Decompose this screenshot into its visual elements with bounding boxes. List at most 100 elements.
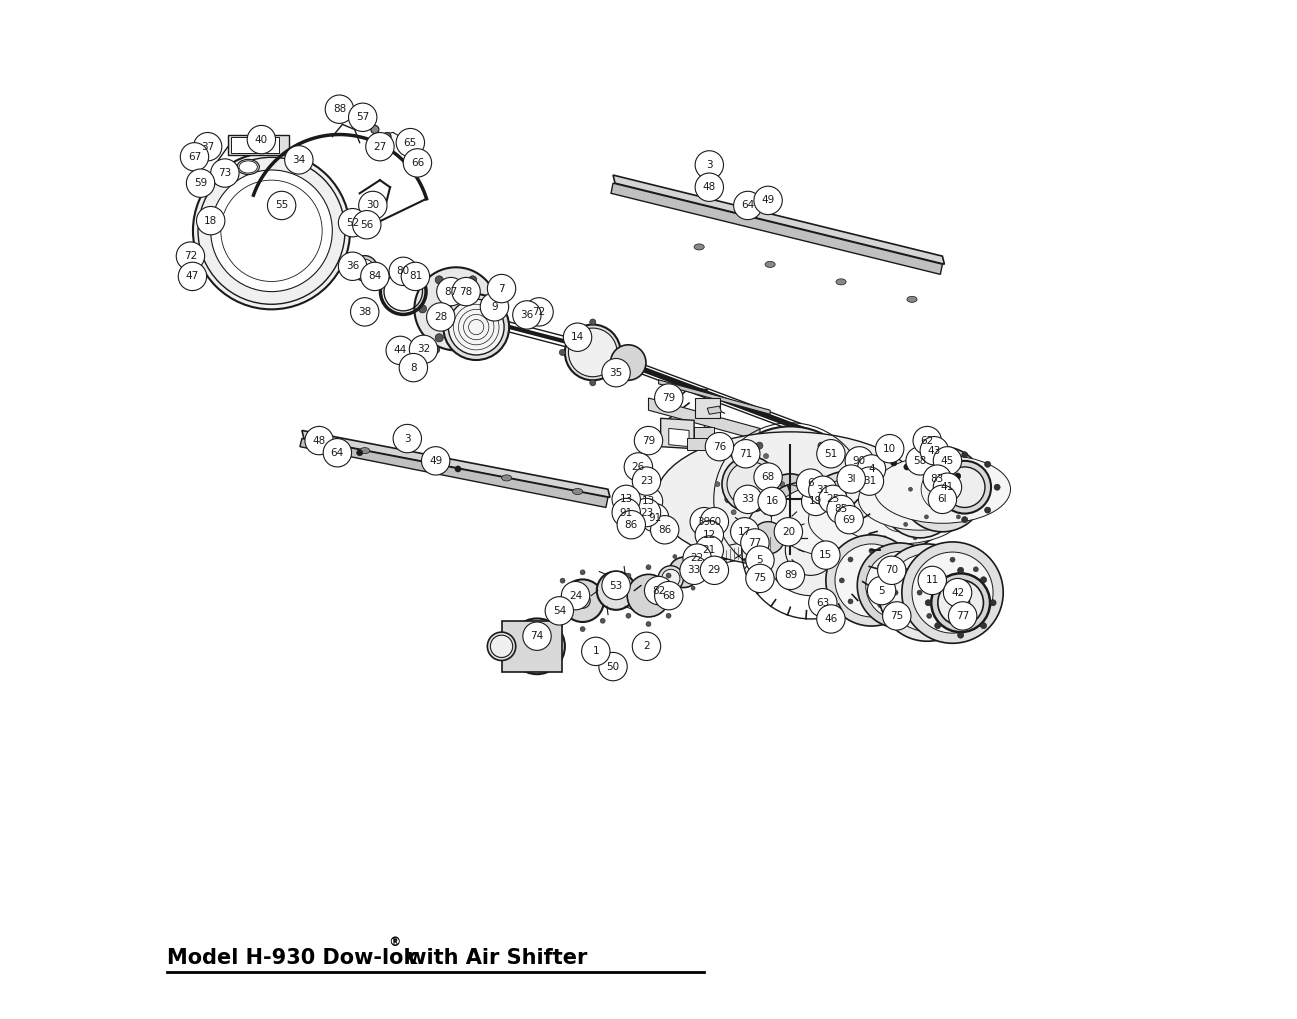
Text: 3: 3	[706, 160, 712, 170]
Text: 62: 62	[921, 435, 934, 445]
Circle shape	[563, 323, 591, 352]
Ellipse shape	[800, 471, 898, 569]
Ellipse shape	[488, 632, 516, 660]
Circle shape	[741, 529, 769, 557]
Ellipse shape	[826, 535, 917, 626]
Ellipse shape	[925, 460, 929, 464]
Ellipse shape	[490, 635, 512, 657]
Polygon shape	[611, 183, 943, 274]
Ellipse shape	[717, 426, 864, 573]
Text: 44: 44	[393, 345, 407, 356]
Ellipse shape	[882, 536, 887, 540]
Ellipse shape	[193, 152, 350, 310]
Ellipse shape	[646, 622, 651, 627]
Circle shape	[774, 518, 803, 546]
Ellipse shape	[732, 453, 737, 459]
Ellipse shape	[878, 564, 883, 569]
Circle shape	[905, 446, 934, 475]
Ellipse shape	[913, 483, 917, 487]
Circle shape	[923, 465, 952, 493]
Text: 82: 82	[652, 586, 665, 595]
Ellipse shape	[848, 599, 853, 604]
Circle shape	[178, 262, 206, 290]
Circle shape	[389, 257, 418, 285]
Circle shape	[730, 518, 759, 546]
Ellipse shape	[890, 497, 894, 501]
Ellipse shape	[383, 132, 392, 141]
Polygon shape	[228, 135, 289, 155]
Text: 36: 36	[520, 310, 533, 320]
Ellipse shape	[859, 545, 863, 549]
Ellipse shape	[725, 496, 732, 503]
Text: 53: 53	[610, 581, 623, 590]
Text: 28: 28	[434, 312, 447, 322]
Polygon shape	[302, 430, 610, 497]
Text: 57: 57	[357, 112, 370, 122]
Ellipse shape	[848, 496, 856, 503]
Text: 60: 60	[708, 517, 721, 527]
Ellipse shape	[580, 627, 585, 632]
Ellipse shape	[617, 593, 623, 598]
Circle shape	[634, 426, 663, 454]
Ellipse shape	[900, 446, 984, 532]
Ellipse shape	[925, 583, 930, 588]
Ellipse shape	[925, 558, 930, 564]
Text: 66: 66	[411, 158, 424, 168]
Circle shape	[835, 505, 864, 534]
Ellipse shape	[239, 161, 257, 173]
Circle shape	[913, 426, 942, 454]
Text: 87: 87	[445, 286, 458, 297]
Ellipse shape	[952, 594, 970, 611]
Text: 75: 75	[890, 611, 904, 621]
Circle shape	[612, 498, 641, 527]
Polygon shape	[659, 380, 770, 415]
Text: 35: 35	[610, 368, 623, 378]
Text: 42: 42	[951, 588, 964, 597]
Circle shape	[920, 436, 948, 465]
Text: 4: 4	[868, 464, 874, 474]
Circle shape	[612, 485, 641, 514]
Ellipse shape	[562, 580, 604, 622]
Ellipse shape	[735, 532, 748, 544]
Ellipse shape	[925, 622, 930, 627]
Text: 46: 46	[825, 614, 838, 624]
Circle shape	[326, 95, 354, 123]
Circle shape	[632, 632, 660, 660]
Ellipse shape	[560, 578, 565, 583]
Text: 13: 13	[620, 494, 633, 504]
Circle shape	[339, 209, 367, 236]
Ellipse shape	[590, 380, 595, 386]
Text: 37: 37	[201, 142, 214, 152]
Circle shape	[350, 298, 379, 326]
Circle shape	[817, 439, 846, 468]
Text: 15: 15	[820, 550, 833, 560]
Text: 84: 84	[368, 271, 381, 281]
Text: 31: 31	[816, 485, 830, 495]
Circle shape	[451, 277, 480, 306]
Ellipse shape	[371, 125, 379, 133]
Ellipse shape	[956, 460, 960, 464]
Text: 48: 48	[703, 182, 716, 193]
Circle shape	[695, 173, 724, 202]
Ellipse shape	[590, 319, 595, 325]
Ellipse shape	[869, 548, 874, 553]
Ellipse shape	[722, 457, 778, 512]
Text: 85: 85	[834, 504, 848, 515]
Ellipse shape	[929, 468, 935, 474]
Circle shape	[427, 303, 455, 331]
Ellipse shape	[891, 460, 896, 466]
Text: 48: 48	[313, 435, 326, 445]
Ellipse shape	[935, 577, 940, 583]
Circle shape	[353, 211, 381, 238]
Text: 5: 5	[756, 555, 764, 566]
Ellipse shape	[436, 334, 444, 341]
Circle shape	[802, 487, 830, 516]
Ellipse shape	[899, 578, 904, 583]
Ellipse shape	[485, 305, 493, 313]
Text: 47: 47	[185, 271, 198, 281]
Ellipse shape	[938, 580, 983, 626]
Text: 76: 76	[713, 441, 726, 451]
Ellipse shape	[559, 350, 565, 356]
Ellipse shape	[857, 543, 943, 628]
Ellipse shape	[943, 471, 948, 477]
